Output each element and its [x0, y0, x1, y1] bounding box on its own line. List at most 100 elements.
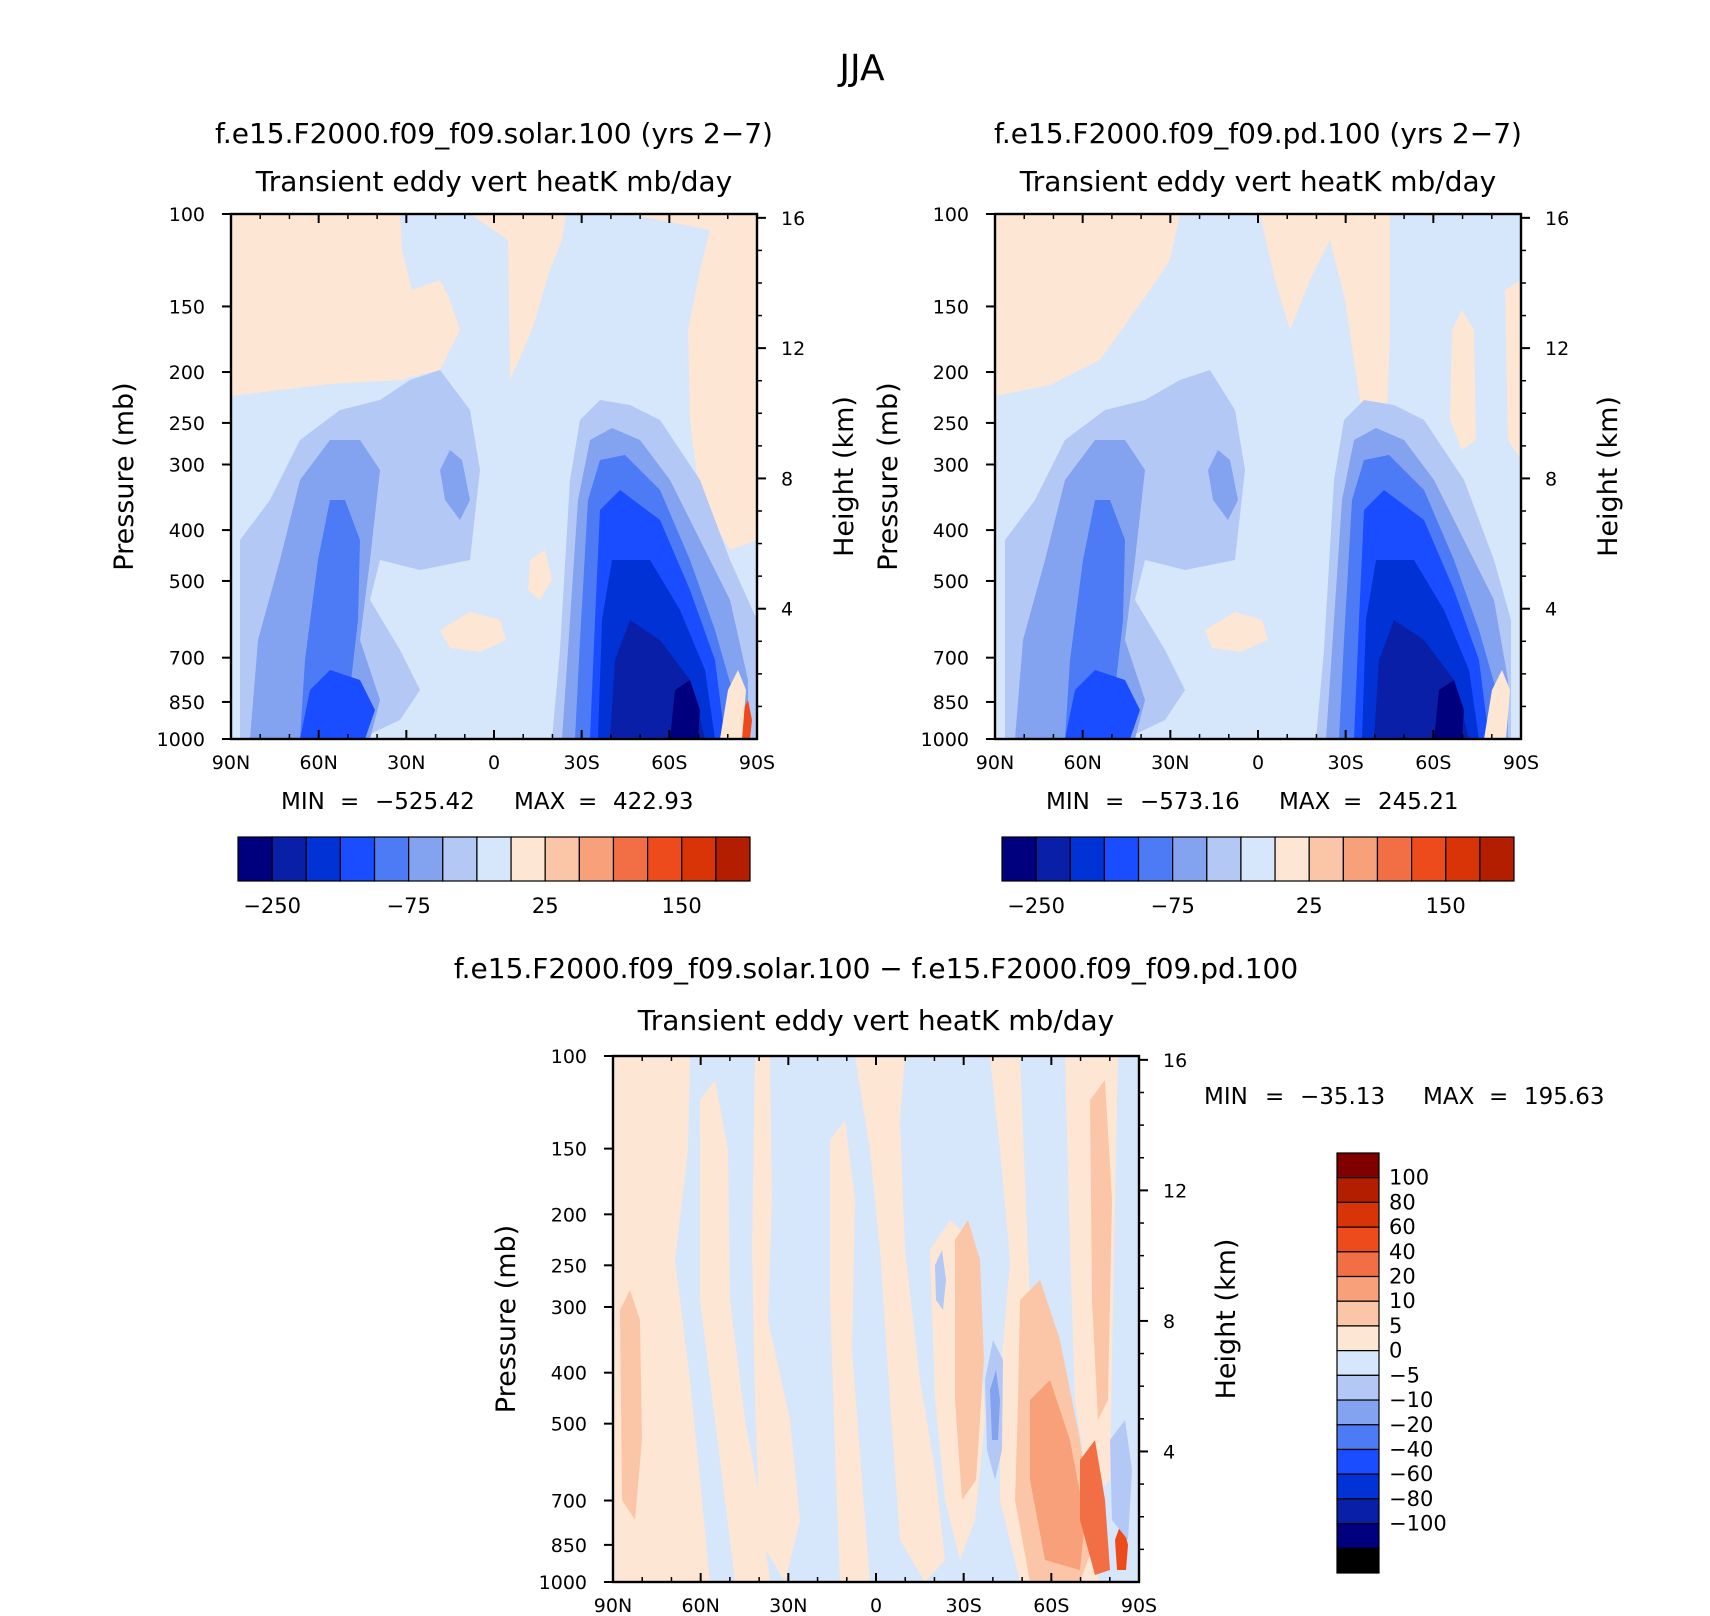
x-tick-label: 60S [1415, 752, 1451, 774]
colorbar-label: −20 [1389, 1413, 1433, 1437]
x-tick-label: 30S [946, 1595, 982, 1616]
y-tick-label: 400 [169, 520, 205, 542]
y-tick-label: 700 [933, 648, 969, 670]
y-tick-label: 300 [551, 1297, 587, 1319]
y-tick-label: 200 [551, 1204, 587, 1226]
colorbar-box [1336, 1152, 1380, 1179]
panel-3-axes: 90N 60N 30N 0 30S 60S 90S 100 150 200 250 300 400 500… [491, 1046, 1242, 1616]
colorbar-label: 25 [1296, 894, 1323, 918]
colorbar-box [1336, 1201, 1380, 1228]
panel-3-min-label: MIN [1204, 1084, 1248, 1110]
y2-tick-label: 8 [1545, 468, 1557, 490]
panel-1-contour-level-neg250 [670, 680, 700, 739]
y-tick-label: 150 [169, 296, 205, 318]
y-tick-label: 300 [933, 454, 969, 476]
colorbar-box [612, 836, 649, 882]
y2-tick-label: 4 [1545, 599, 1557, 621]
colorbar-box [237, 836, 273, 882]
panel-2-warm-strip [1505, 280, 1521, 460]
colorbar-box [1336, 1275, 1380, 1302]
colorbar-label: 0 [1389, 1339, 1402, 1363]
colorbar-box [1001, 836, 1037, 882]
y-tick-label: 700 [169, 648, 205, 670]
x-tick-label: 0 [1252, 752, 1264, 774]
panel-2-polar-warm-halo [1484, 670, 1510, 739]
y-axis-label: Pressure (mb) [491, 1225, 522, 1413]
y-tick-label: 250 [551, 1255, 587, 1277]
panel-1-min-eq: = [340, 789, 359, 815]
x-tick-label: 30S [564, 752, 600, 774]
panel-3-cool-column-c [1110, 1420, 1132, 1540]
panel-2-title: f.e15.F2000.f09_f09.pd.100 (yrs 2−7) [994, 117, 1522, 150]
colorbar-box [1336, 1374, 1380, 1401]
colorbar-label: −60 [1389, 1462, 1433, 1486]
y-tick-label: 300 [169, 454, 205, 476]
panel-2-max-value: 245.21 [1378, 789, 1458, 815]
y-tick-label: 500 [933, 571, 969, 593]
colorbar-box [1336, 1522, 1380, 1549]
y2-tick-label: 16 [781, 208, 805, 230]
panel-3-contour-level-5 [620, 1290, 642, 1520]
colorbar-label: −250 [243, 894, 301, 918]
y-tick-label: 850 [169, 692, 205, 714]
colorbar-box [1336, 1547, 1380, 1574]
y2-tick-label: 12 [781, 338, 805, 360]
x-tick-label: 90N [976, 752, 1014, 774]
colorbar-box [1336, 1251, 1380, 1278]
colorbar-box [1336, 1473, 1380, 1500]
colorbar-box [339, 836, 376, 882]
panel-1-contour-level-neg100-b [300, 670, 375, 739]
panel-1-subtitle: Transient eddy vert heatK mb/day [255, 165, 732, 198]
colorbar-label: −75 [387, 894, 431, 918]
x-tick-label: 0 [870, 1595, 882, 1616]
colorbar-box [1336, 1325, 1380, 1352]
x-tick-label: 0 [488, 752, 500, 774]
y-tick-label: 1000 [539, 1572, 587, 1594]
x-tick-label: 60N [299, 752, 337, 774]
panel-2-min-value: −573.16 [1140, 789, 1240, 815]
y-tick-label: 400 [933, 520, 969, 542]
y2-tick-label: 16 [1545, 208, 1569, 230]
x-tick-label: 30S [1328, 752, 1364, 774]
x-tick-label: 90S [1121, 1595, 1157, 1616]
panel-1-max-label: MAX [514, 789, 566, 815]
colorbar-box [1336, 1399, 1380, 1426]
panel-2-warm-blob [1205, 612, 1268, 652]
colorbar-box [1137, 836, 1174, 882]
colorbar-box [578, 836, 615, 882]
colorbar-box [1240, 836, 1276, 882]
colorbar-box [1479, 836, 1515, 882]
panel-3-contour-level-20 [1080, 1440, 1110, 1575]
panel-1-warm-blob [440, 612, 506, 652]
colorbar-label: 5 [1389, 1314, 1402, 1338]
x-tick-label: 60S [1033, 1595, 1069, 1616]
panel-3-min-value: −35.13 [1300, 1084, 1385, 1110]
y-tick-label: 200 [933, 362, 969, 384]
y-tick-label: 1000 [157, 729, 205, 751]
y-tick-label: 250 [933, 413, 969, 435]
panel-3-warm-band-b [700, 1080, 770, 1582]
panel-1-max-value: 422.93 [613, 789, 693, 815]
colorbar-box [646, 836, 683, 882]
panel-2-axes: 90N 60N 30N 0 30S 60S 90S 100 150 200 250 300 400 500… [873, 204, 1624, 774]
colorbar-box [1336, 1300, 1380, 1327]
panel-2-warm-column [1450, 310, 1476, 450]
colorbar-box [476, 836, 512, 882]
y-tick-label: 100 [169, 204, 205, 226]
y2-tick-label: 4 [1163, 1441, 1175, 1463]
panel-2: f.e15.F2000.f09_f09.pd.100 (yrs 2−7) Tra… [873, 117, 1624, 918]
colorbar-box [1336, 1498, 1380, 1525]
y-tick-label: 250 [169, 413, 205, 435]
colorbar-box [1035, 836, 1071, 882]
y2-axis-label: Height (km) [1211, 1239, 1242, 1400]
colorbar-box [373, 836, 410, 882]
y-tick-label: 700 [551, 1491, 587, 1513]
panel-2-colorbar: −250 −75 25 150 [1001, 836, 1515, 918]
colorbar-box [305, 836, 341, 882]
colorbar-box [1206, 836, 1242, 882]
panel-1-title: f.e15.F2000.f09_f09.solar.100 (yrs 2−7) [215, 117, 773, 150]
panel-2-contour-level-neg250 [1434, 680, 1464, 739]
panel-3-warm-band-d [830, 1120, 870, 1582]
colorbar-label: 150 [1426, 894, 1466, 918]
